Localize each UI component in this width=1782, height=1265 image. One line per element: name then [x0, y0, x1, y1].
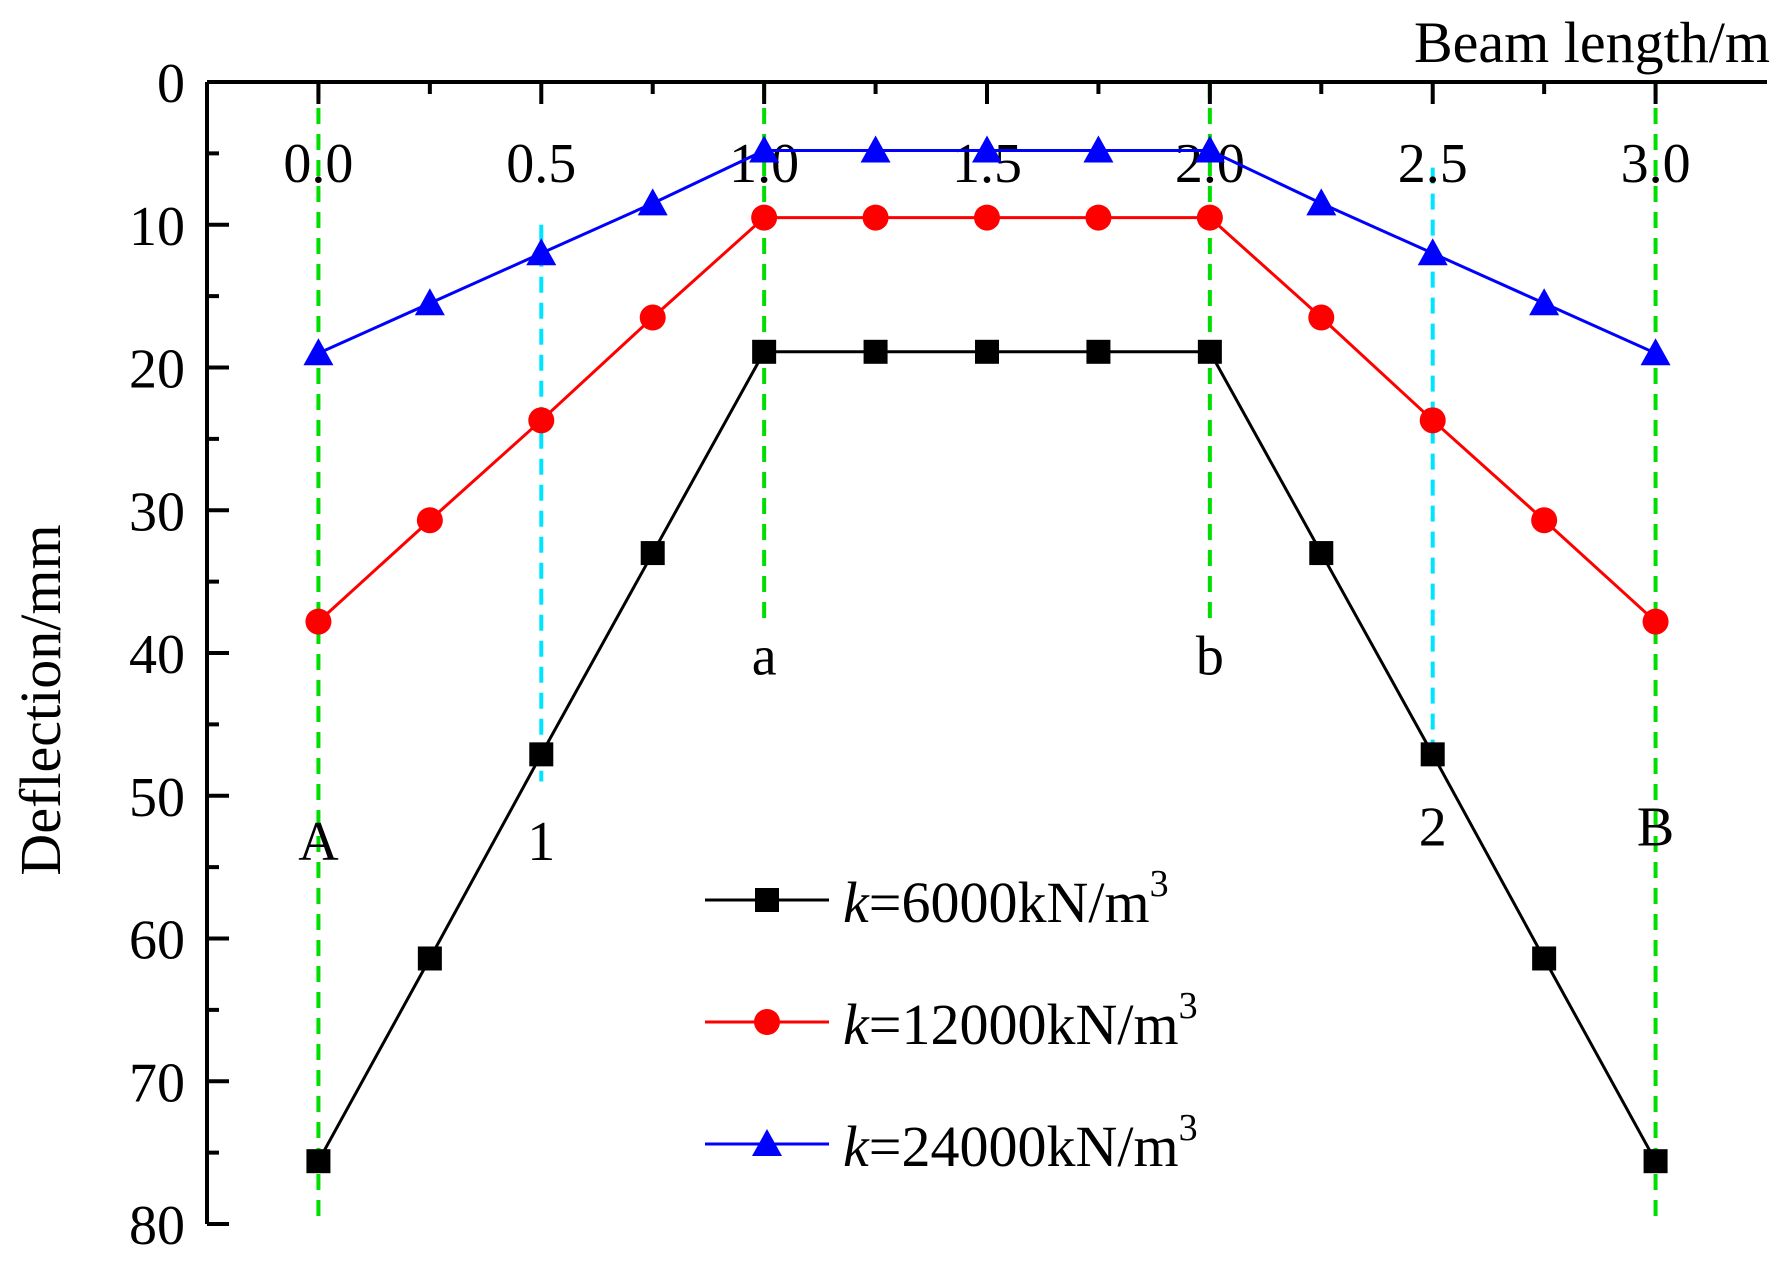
legend-entry: k=12000kN/m3	[705, 985, 1198, 1057]
legend-label: k=6000kN/m3	[843, 863, 1169, 935]
series-1	[306, 339, 1668, 1174]
legend-entry: k=24000kN/m3	[705, 1107, 1198, 1179]
y-tick-label: 30	[129, 481, 185, 543]
series-group	[303, 135, 1671, 1174]
axis-labels: Beam length/m Deflection/mm	[8, 10, 1770, 876]
data-point	[526, 238, 557, 266]
data-point	[1417, 238, 1448, 266]
legend-marker	[752, 1129, 782, 1156]
legend-entry: k=6000kN/m3	[705, 863, 1169, 935]
data-point	[305, 608, 332, 635]
data-point	[1529, 288, 1560, 316]
data-point	[303, 338, 334, 366]
series-3	[303, 135, 1671, 366]
x-tick-label: 3.0	[1621, 133, 1691, 195]
reference-label: B	[1637, 797, 1674, 859]
reference-label: a	[752, 625, 777, 687]
data-point	[1194, 135, 1225, 163]
y-tick-label: 70	[129, 1052, 185, 1114]
legend: k=6000kN/m3 k=12000kN/m3 k=24000kN/m3	[705, 863, 1198, 1179]
y-tick-label: 20	[129, 339, 185, 401]
data-point	[1086, 339, 1111, 364]
y-tick-label: 0	[157, 53, 185, 115]
legend-marker	[754, 1009, 780, 1035]
data-point	[1308, 304, 1335, 331]
data-point	[529, 742, 554, 767]
data-point	[414, 288, 445, 316]
data-point	[1640, 338, 1671, 366]
data-point	[752, 339, 777, 364]
data-point	[1531, 507, 1558, 534]
data-point	[1419, 407, 1446, 434]
data-point	[863, 339, 888, 364]
legend-label: k=24000kN/m3	[843, 1107, 1198, 1179]
data-point	[972, 135, 1002, 163]
data-point	[751, 204, 778, 231]
reference-label: b	[1196, 625, 1224, 687]
y-tick-label: 80	[129, 1195, 185, 1257]
y-tick-label: 40	[129, 624, 185, 686]
data-point	[860, 135, 891, 163]
x-axis-title: Beam length/m	[1414, 10, 1770, 75]
data-point	[974, 204, 1000, 231]
reference-label: 1	[527, 811, 555, 873]
data-point	[1197, 339, 1222, 364]
series-line	[317, 216, 1657, 623]
data-point	[417, 946, 442, 971]
data-point	[528, 407, 555, 434]
data-point	[1420, 742, 1445, 767]
x-tick-label: 0.0	[283, 133, 353, 195]
data-point	[1085, 204, 1112, 231]
series-2	[305, 204, 1669, 635]
data-point	[749, 135, 780, 163]
reference-label: 2	[1419, 797, 1447, 859]
data-point	[306, 1149, 331, 1174]
y-tick-label: 60	[129, 910, 185, 972]
legend-marker	[755, 888, 779, 912]
x-tick-label: 2.5	[1398, 133, 1468, 195]
y-axis-title: Deflection/mm	[8, 524, 73, 875]
data-point	[1532, 946, 1557, 971]
data-point	[1083, 135, 1114, 163]
reference-label: A	[298, 811, 339, 873]
y-tick-label: 50	[129, 767, 185, 829]
data-point	[640, 541, 665, 566]
data-point	[862, 204, 889, 231]
y-tick-label: 10	[129, 196, 185, 258]
data-point	[1309, 541, 1334, 566]
data-point	[1306, 188, 1337, 216]
data-point	[1643, 1149, 1668, 1174]
data-point	[1642, 608, 1669, 635]
data-point	[1196, 204, 1223, 231]
data-point	[637, 188, 668, 216]
x-tick-label: 0.5	[506, 133, 576, 195]
data-point	[416, 507, 443, 534]
data-point	[975, 339, 999, 364]
data-point	[639, 304, 666, 331]
legend-label: k=12000kN/m3	[843, 985, 1198, 1057]
